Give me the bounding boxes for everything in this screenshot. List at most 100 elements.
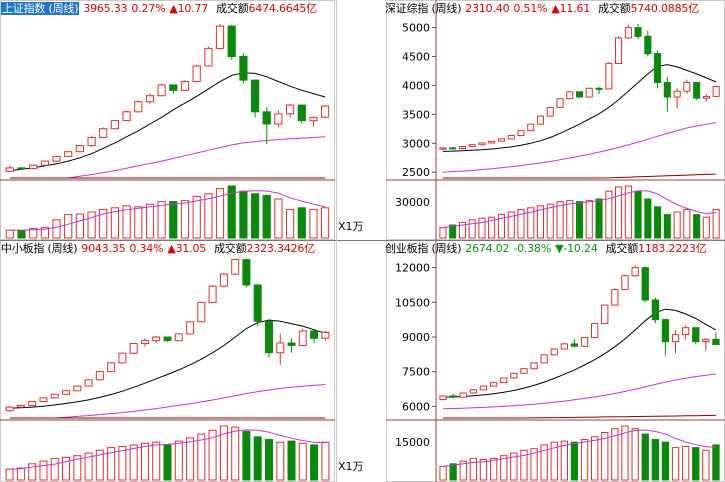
volume-bar <box>5 229 14 239</box>
volume-bar <box>673 211 681 239</box>
volume-bar <box>99 208 108 239</box>
price-tick-label: 2500 <box>402 166 430 179</box>
candle-body <box>469 389 478 394</box>
volume-bar <box>87 211 96 239</box>
candle-body <box>204 47 213 67</box>
candle-body <box>192 65 201 82</box>
volume-bar <box>488 216 496 239</box>
candle-body <box>186 321 195 335</box>
volume-bar <box>62 456 70 481</box>
candle-body <box>530 362 538 370</box>
index-title[interactable]: 上证指数 (周线) <box>1 2 80 15</box>
price-tick-label: 12000 <box>395 262 430 275</box>
volume-bar <box>651 439 660 481</box>
candle-body <box>641 267 649 301</box>
candle-body <box>546 106 554 117</box>
index-title[interactable]: 深证综指 (周线) <box>385 2 462 15</box>
volume-bar <box>152 441 161 481</box>
volume-ma-line <box>9 429 326 470</box>
ma-line-ma1 <box>9 319 326 409</box>
volume-bar <box>566 200 574 239</box>
volume-bar <box>507 211 515 239</box>
volume-bar <box>39 460 48 481</box>
close-value: 2310.40 <box>465 2 510 15</box>
volume-bar <box>141 442 149 481</box>
candle-body <box>297 104 306 122</box>
index-title[interactable]: 中小板指 (周线) <box>1 242 78 255</box>
volume-bar <box>287 440 296 481</box>
volume-bar <box>321 441 330 481</box>
candle-body <box>39 397 48 402</box>
volume-bar <box>208 429 217 481</box>
panel-frame <box>386 240 725 482</box>
header-zx: 中小板指 (周线) 9043.35 0.34% ▲31.05 成交额2323.3426亿 <box>1 242 336 256</box>
candle-body <box>180 81 190 91</box>
volume-bar <box>52 219 61 239</box>
candle-body <box>145 95 155 103</box>
ma-line-ma3 <box>443 414 716 419</box>
volume-bar <box>611 428 619 481</box>
candle-body <box>693 82 701 99</box>
volume-bar <box>595 198 603 239</box>
volume-bar <box>75 213 85 239</box>
unit-label: X1万 <box>338 220 364 233</box>
candle-body <box>644 35 652 55</box>
volume-bar <box>556 201 564 239</box>
change-value: 11.61 <box>559 2 591 15</box>
volume-bar <box>540 444 548 481</box>
volume-ma-line <box>443 429 716 467</box>
candle-body <box>129 343 138 354</box>
volume-value: 2323.3426亿 <box>246 242 316 255</box>
change-value: -10.24 <box>563 242 598 255</box>
candle-body <box>634 27 642 37</box>
candle-body <box>682 327 690 336</box>
candle-body <box>468 144 476 147</box>
candle-body <box>62 390 70 395</box>
up-arrow-icon: ▲ <box>169 2 178 15</box>
candle-body <box>560 343 569 350</box>
volume-bar <box>631 428 639 481</box>
header-sz: 深证综指 (周线) 2310.40 0.51% ▲11.61 成交额5740.0885亿 <box>385 2 725 16</box>
volume-bar <box>215 188 225 239</box>
volume-ma-line <box>442 190 717 229</box>
down-arrow-icon: ▼ <box>555 242 564 255</box>
volume-bar <box>17 229 26 239</box>
volume-bar <box>309 208 318 239</box>
candle-body <box>118 352 127 364</box>
panel-frame <box>386 0 725 240</box>
index-title[interactable]: 创业板指 (周线) <box>385 242 462 255</box>
header-sh: 上证指数 (周线) 3965.33 0.27% ▲10.77 成交额6474.6645亿 <box>1 2 336 16</box>
panel-frame <box>0 240 335 482</box>
candle-body <box>287 342 296 346</box>
candle-body <box>576 91 584 98</box>
candle-body <box>702 95 710 99</box>
volume-tick-label: 30000 <box>395 196 430 209</box>
candle-body <box>298 330 307 346</box>
candle-body <box>439 395 447 400</box>
volume-bar <box>517 208 525 239</box>
volume-bar <box>654 206 662 239</box>
candle-body <box>507 135 515 140</box>
volume-bar <box>219 425 228 481</box>
volume-bar <box>298 442 307 481</box>
volume-value: 5740.0885亿 <box>630 2 700 15</box>
candle-body <box>174 333 183 342</box>
candle-body <box>702 338 710 343</box>
volume-bar <box>310 444 319 481</box>
ma-line-ma2 <box>442 122 717 173</box>
ma-line-ma3 <box>442 173 717 179</box>
volume-bar <box>546 203 554 239</box>
candle-body <box>215 25 225 49</box>
volume-bar <box>621 425 629 481</box>
up-arrow-icon: ▲ <box>167 242 176 255</box>
volume-bar <box>490 457 498 481</box>
price-tick-label: 4500 <box>402 51 430 64</box>
volume-bar <box>50 457 59 481</box>
candle-body <box>107 362 116 373</box>
close-value: 3965.33 <box>83 2 128 15</box>
price-tick-label: 4000 <box>402 79 430 92</box>
candle-body <box>478 142 486 146</box>
candle-body <box>84 379 93 387</box>
volume-bar <box>84 452 93 481</box>
